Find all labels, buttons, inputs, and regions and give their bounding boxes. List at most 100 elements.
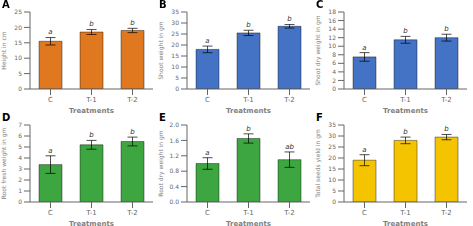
svg-text:b: b [246,21,251,29]
svg-text:20: 20 [171,41,179,48]
svg-text:6: 6 [332,59,336,66]
svg-text:T-2: T-2 [440,209,452,217]
svg-text:1.6: 1.6 [169,137,179,144]
html-text:F: F [316,112,323,123]
svg-text:b: b [130,128,135,136]
svg-text:Treatments: Treatments [383,220,428,226]
svg-text:35: 35 [171,8,179,15]
svg-text:5: 5 [332,187,336,194]
svg-text:4: 4 [332,68,336,75]
svg-text:10: 10 [328,176,336,183]
svg-text:T-1: T-1 [242,209,254,217]
svg-text:T-2: T-2 [440,96,452,104]
svg-text:a: a [205,149,209,157]
html-text:B: B [159,0,167,10]
svg-text:30: 30 [328,132,336,139]
svg-text:2.0: 2.0 [169,121,179,128]
svg-text:C: C [48,209,53,217]
svg-text:25: 25 [328,143,336,150]
svg-text:C: C [48,96,53,104]
svg-text:T-1: T-1 [85,96,97,104]
svg-text:5: 5 [18,70,22,77]
svg-text:T-1: T-1 [399,96,411,104]
html-text:E: E [159,112,166,123]
svg-text:T-1: T-1 [85,209,97,217]
svg-text:T-2: T-2 [283,209,295,217]
svg-text:a: a [362,44,366,52]
svg-text:Treatments: Treatments [69,220,114,226]
svg-text:Total seeds yield in gm: Total seeds yield in gm [314,129,322,199]
html-text:C: C [316,0,324,10]
svg-text:Treatments: Treatments [69,107,114,113]
svg-text:10: 10 [328,42,336,49]
svg-text:20: 20 [14,24,22,31]
svg-text:1.2: 1.2 [169,152,179,159]
svg-text:b: b [246,125,251,133]
svg-text:T-2: T-2 [126,209,138,217]
svg-text:15: 15 [171,52,179,59]
svg-text:6: 6 [18,132,22,139]
svg-text:3: 3 [18,165,22,172]
svg-text:30: 30 [171,19,179,26]
svg-text:b: b [403,27,408,35]
svg-text:35: 35 [328,121,336,128]
svg-text:C: C [362,96,367,104]
svg-text:b: b [444,125,449,133]
svg-text:0: 0 [18,85,22,92]
svg-text:Shoot weight in gm: Shoot weight in gm [157,21,165,80]
svg-text:5: 5 [175,74,179,81]
svg-text:b: b [444,25,449,33]
svg-text:0.4: 0.4 [169,183,179,190]
svg-text:8: 8 [332,51,336,58]
svg-text:0.8: 0.8 [169,167,179,174]
svg-text:Treatments: Treatments [383,107,428,113]
svg-text:ab: ab [285,143,294,151]
svg-text:T-2: T-2 [126,96,138,104]
svg-text:1: 1 [18,187,22,194]
svg-text:15: 15 [14,39,22,46]
html-text:A: A [2,0,10,10]
svg-text:T-1: T-1 [242,96,254,104]
svg-text:C: C [205,209,210,217]
svg-text:10: 10 [171,63,179,70]
svg-text:T-2: T-2 [283,96,295,104]
svg-text:25: 25 [14,8,22,15]
svg-text:Shoot dry weight in gm: Shoot dry weight in gm [314,15,322,85]
svg-text:2: 2 [18,176,22,183]
svg-text:Root dry weight in gm: Root dry weight in gm [157,130,165,197]
svg-text:20: 20 [328,154,336,161]
html-text:D: D [2,112,11,123]
svg-text:0: 0 [175,85,179,92]
svg-text:T-1: T-1 [399,209,411,217]
svg-text:25: 25 [171,30,179,37]
svg-text:0: 0 [18,198,22,205]
svg-text:a: a [48,147,52,155]
svg-text:C: C [205,96,210,104]
svg-text:a: a [362,146,366,154]
svg-text:Treatments: Treatments [226,220,271,226]
svg-text:b: b [89,20,94,28]
svg-text:7: 7 [18,121,22,128]
svg-text:0: 0 [332,198,336,205]
svg-text:Root fresh weight in gm: Root fresh weight in gm [8,128,9,200]
svg-text:C: C [362,209,367,217]
svg-text:10: 10 [14,54,22,61]
svg-text:b: b [89,131,94,139]
svg-text:5: 5 [18,143,22,150]
svg-text:12: 12 [328,34,336,41]
svg-text:0.0: 0.0 [169,198,179,205]
svg-text:Height in cm: Height in cm [8,31,9,69]
svg-text:4: 4 [18,154,22,161]
svg-text:0: 0 [332,85,336,92]
svg-text:a: a [48,28,52,36]
svg-text:15: 15 [328,165,336,172]
svg-text:b: b [287,15,292,23]
svg-text:18: 18 [328,8,336,15]
svg-text:14: 14 [328,25,336,32]
svg-text:a: a [205,37,209,45]
svg-text:16: 16 [328,17,336,24]
svg-text:b: b [130,19,135,27]
svg-text:b: b [403,128,408,136]
svg-text:Treatments: Treatments [226,107,271,113]
svg-text:2: 2 [332,77,336,84]
